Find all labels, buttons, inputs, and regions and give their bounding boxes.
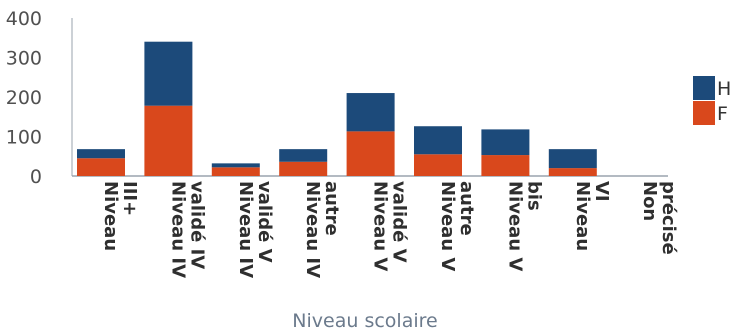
x-tick-label-line: III+ bbox=[119, 181, 140, 216]
bar-segment-f bbox=[346, 131, 395, 176]
x-tick-label-line: validé V bbox=[254, 181, 275, 263]
bars-group bbox=[77, 41, 597, 176]
bar-segment-h bbox=[279, 149, 328, 162]
y-tick-label: 300 bbox=[6, 48, 42, 70]
y-tick-label: 100 bbox=[6, 127, 42, 149]
x-tick-label-line: validé IV bbox=[186, 181, 207, 269]
bar-segment-h bbox=[346, 93, 395, 132]
legend-swatch-f bbox=[693, 101, 715, 125]
x-tick-label-line: Niveau IV bbox=[235, 181, 256, 278]
bar-segment-f bbox=[77, 158, 125, 176]
bar-segment-h bbox=[481, 129, 530, 156]
bar-segment-h bbox=[548, 149, 597, 169]
x-tick-label-line: autre bbox=[456, 181, 477, 236]
bar-segment-h bbox=[211, 163, 260, 168]
x-tick-label-line: Non bbox=[639, 181, 660, 221]
bar-segment-f bbox=[414, 154, 462, 176]
legend: HF bbox=[693, 76, 731, 125]
y-tick-label: 400 bbox=[6, 8, 42, 30]
legend-swatch-h bbox=[693, 76, 715, 100]
x-tick-label-line: validé V bbox=[389, 181, 410, 263]
x-tick-label-line: Niveau V bbox=[437, 181, 458, 271]
y-tick-label: 200 bbox=[6, 87, 42, 109]
bar-segment-f bbox=[144, 105, 193, 176]
x-tick-label-line: Niveau bbox=[100, 181, 121, 251]
y-tick-label: 0 bbox=[30, 166, 42, 188]
legend-label: F bbox=[717, 103, 728, 125]
bar-segment-f bbox=[211, 167, 260, 176]
bar-segment-f bbox=[481, 155, 530, 176]
bar-segment-f bbox=[548, 168, 597, 176]
bar-segment-h bbox=[144, 41, 193, 106]
x-tick-label-line: autre bbox=[321, 181, 342, 236]
bar-segment-h bbox=[414, 126, 462, 155]
x-tick-label-line: Niveau V bbox=[504, 181, 525, 271]
x-tick-label-line: Niveau IV bbox=[167, 181, 188, 278]
x-tick-label-line: Niveau IV bbox=[302, 181, 323, 278]
x-tick-label-line: VI bbox=[591, 181, 612, 202]
legend-label: H bbox=[717, 78, 731, 100]
x-axis-title: Niveau scolaire bbox=[292, 310, 437, 332]
bar-segment-h bbox=[77, 149, 125, 159]
y-axis-ticks: 0 100 200 300 400 bbox=[6, 8, 42, 188]
bar-segment-f bbox=[279, 161, 328, 176]
x-tick-label-line: bis bbox=[523, 181, 544, 211]
x-tick-label-line: précisé bbox=[658, 181, 679, 255]
x-tick-label-line: Niveau V bbox=[370, 181, 391, 271]
x-tick-label-line: Niveau bbox=[572, 181, 593, 251]
